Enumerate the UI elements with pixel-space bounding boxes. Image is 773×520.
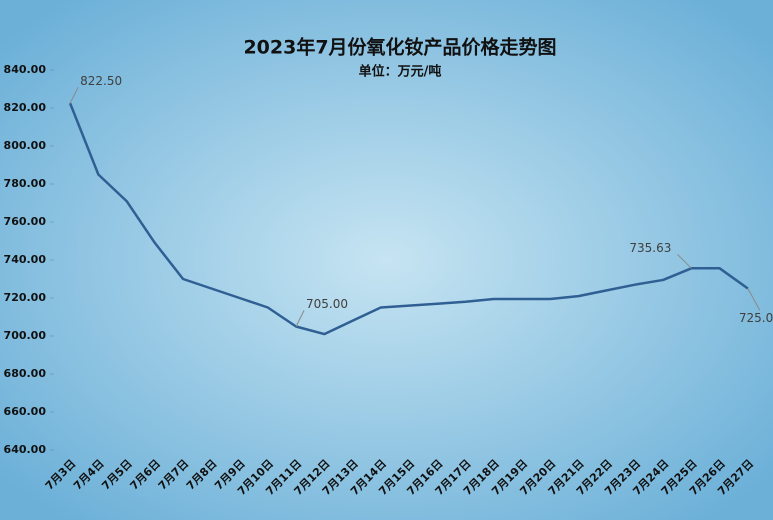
- y-tick-label: 680.00: [4, 367, 47, 380]
- leader-line: [295, 310, 305, 327]
- chart-subtitle: 单位：万元/吨: [359, 64, 442, 80]
- y-tick-label: 640.00: [4, 443, 47, 456]
- data-label: 725.00: [739, 311, 773, 325]
- data-label: 822.50: [80, 74, 122, 88]
- leader-line: [677, 253, 692, 269]
- data-label: 705.00: [306, 297, 348, 311]
- y-tick-label: 840.00: [4, 63, 47, 76]
- data-label: 735.63: [629, 241, 671, 255]
- y-tick-label: 820.00: [4, 101, 47, 114]
- y-tick-label: 800.00: [4, 139, 47, 152]
- y-tick-label: 720.00: [4, 291, 47, 304]
- y-tick-label: 780.00: [4, 177, 47, 190]
- line-series: [68, 102, 749, 336]
- leader-line: [69, 87, 79, 104]
- y-tick-label: 760.00: [4, 215, 47, 228]
- y-tick-label: 700.00: [4, 329, 47, 342]
- leader-line: [747, 288, 761, 311]
- chart-title: 2023年7月份氧化钕产品价格走势图: [243, 36, 556, 59]
- y-tick-label: 740.00: [4, 253, 47, 266]
- y-tick-label: 660.00: [4, 405, 47, 418]
